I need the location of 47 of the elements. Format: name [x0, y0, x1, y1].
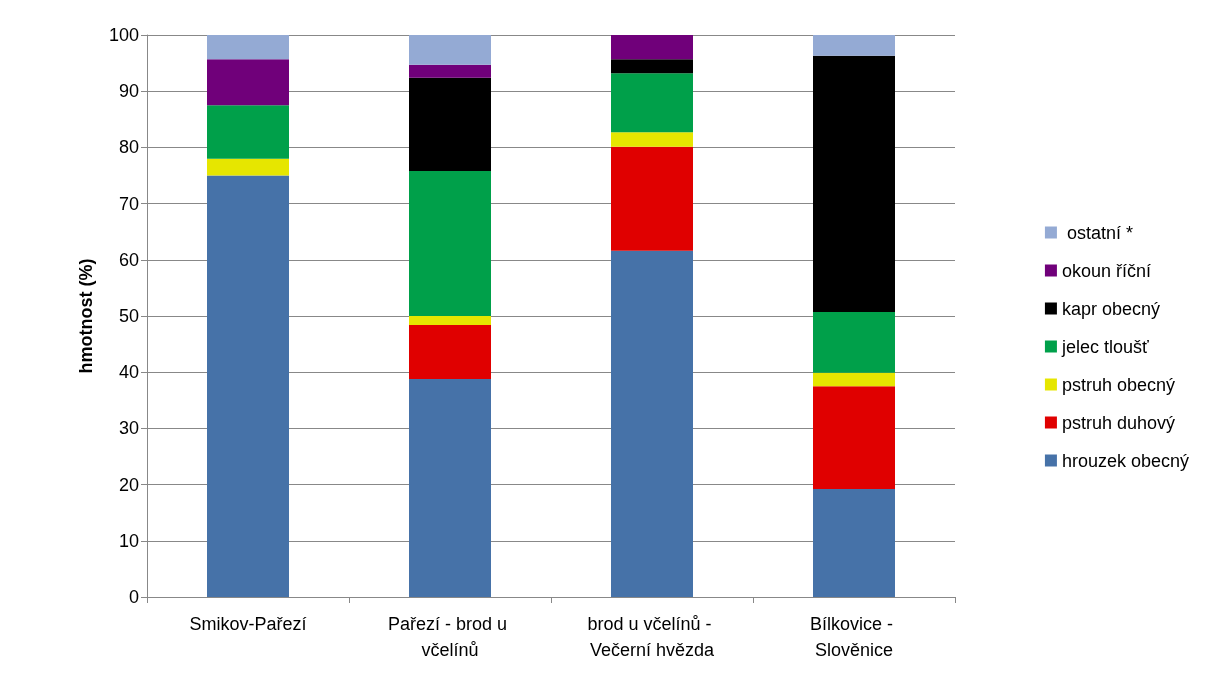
x-tick-label: Pařezí - brod u včelínů [387, 614, 513, 660]
y-tick-label: 20 [118, 474, 139, 495]
y-tick-label: 30 [118, 418, 139, 439]
bar [611, 146, 693, 251]
legend-label: pstruh obecný [1061, 374, 1175, 395]
legend-label: kapr obecný [1061, 298, 1160, 319]
bar [207, 35, 289, 60]
legend-label: hrouzek obecný [1061, 450, 1190, 471]
y-tick-label: 80 [118, 137, 139, 158]
bar [207, 175, 289, 597]
bar [207, 105, 289, 159]
bar [813, 386, 895, 490]
y-tick-label: 90 [118, 81, 139, 102]
bar [813, 312, 895, 373]
legend-label: jelec tloušť [1060, 336, 1149, 357]
bar [207, 59, 289, 106]
y-tick-label: 0 [128, 587, 139, 607]
bar [611, 59, 693, 74]
y-tick-label: 40 [118, 362, 139, 383]
y-tick-label: 100 [108, 25, 139, 45]
bar [409, 378, 491, 597]
bar [813, 35, 895, 56]
y-tick-label: 50 [118, 306, 139, 326]
bar [611, 35, 693, 60]
bar [207, 158, 289, 176]
bar [611, 250, 693, 597]
bar [409, 35, 491, 65]
y-tick-label: 70 [118, 193, 139, 214]
bar [409, 324, 491, 379]
x-tick-label: brod u včelínů - Večerní hvězda [587, 614, 717, 660]
y-tick-label: 10 [118, 530, 139, 551]
y-axis-title: hmotnost (%) [76, 258, 96, 374]
legend-label: pstruh duhový [1061, 412, 1175, 433]
legend-label: ostatní * [1061, 222, 1133, 243]
bar [409, 64, 491, 78]
x-tick-label: Bílkovice - Slověnice [809, 614, 899, 660]
bar [611, 132, 693, 147]
bar [813, 372, 895, 387]
bar [409, 171, 491, 316]
bar [813, 55, 895, 313]
bar [409, 77, 491, 171]
bar [813, 489, 895, 597]
legend-label: okoun říční [1061, 260, 1151, 281]
y-tick-label: 60 [118, 249, 139, 270]
x-tick-label: Smikov-Pařezí [189, 614, 307, 634]
bar [409, 316, 491, 325]
bar [611, 73, 693, 133]
